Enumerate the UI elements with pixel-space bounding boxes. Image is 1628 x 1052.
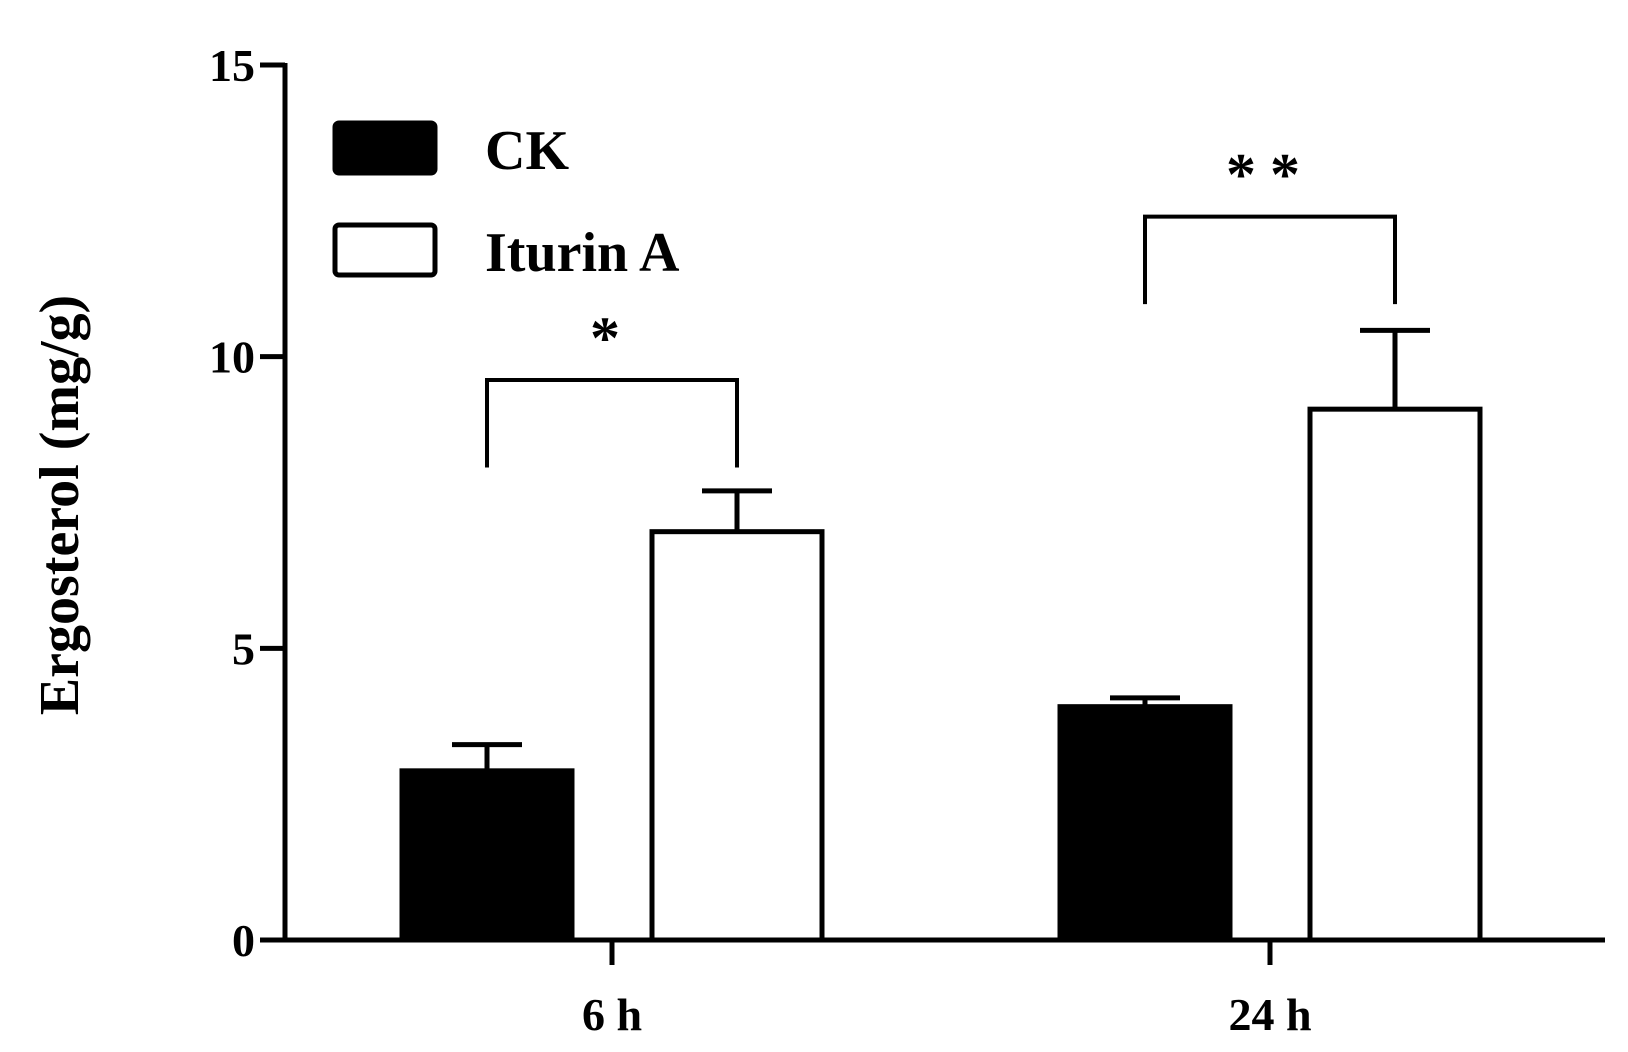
bars <box>399 406 1483 943</box>
y-tick-label: 10 <box>209 332 255 383</box>
bar-iturin-a <box>1307 406 1483 943</box>
x-tick-label: 24 h <box>1228 989 1311 1040</box>
significance-label: ** <box>1226 142 1314 208</box>
x-tick-label: 6 h <box>582 989 642 1040</box>
y-tick-label: 5 <box>232 623 255 674</box>
legend-label: CK <box>485 120 569 182</box>
y-tick-label: 0 <box>232 915 255 966</box>
significance-bracket <box>1143 214 1397 305</box>
significance-bracket <box>485 378 739 468</box>
legend-swatch-iturin-a <box>332 222 438 278</box>
legend-label: Iturin A <box>485 222 680 284</box>
y-axis-title: Ergosterol (mg/g) <box>29 295 91 715</box>
y-tick-label: 15 <box>209 40 255 91</box>
significance-annotations: *** <box>485 142 1397 468</box>
significance-label: * <box>590 305 634 371</box>
legend: CK Iturin A <box>332 120 680 284</box>
bar-ck <box>399 768 575 943</box>
error-bars <box>452 327 1430 771</box>
bar-iturin-a <box>649 529 825 943</box>
legend-swatch-ck <box>332 120 438 176</box>
bar-ck <box>1057 704 1233 943</box>
